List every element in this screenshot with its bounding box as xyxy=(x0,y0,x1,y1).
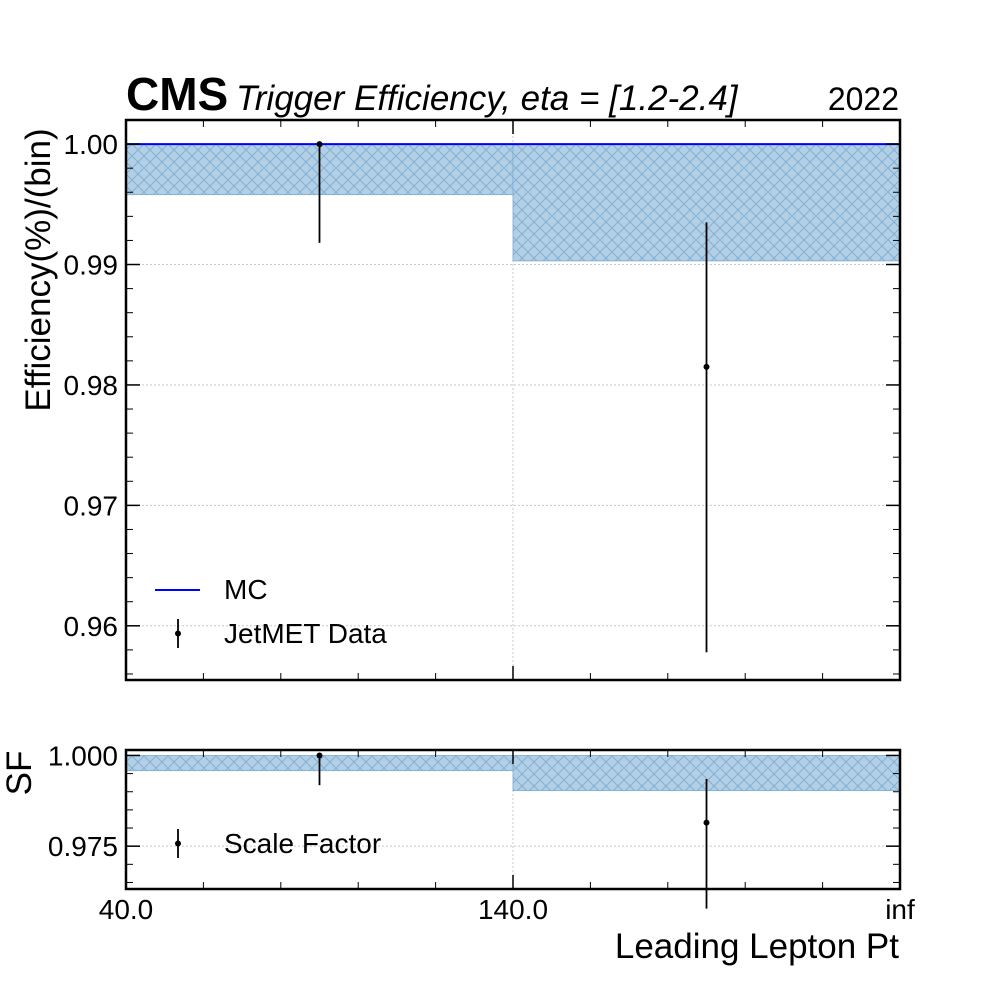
data-point xyxy=(703,363,710,370)
chart-title: Trigger Efficiency, eta = [1.2-2.4] xyxy=(236,79,739,118)
mc-uncertainty-band xyxy=(126,143,900,262)
main-y-tick-label: 0.99 xyxy=(64,250,119,281)
ratio-legend: Scale Factor xyxy=(175,828,381,859)
data-points xyxy=(316,141,710,653)
legend-data-label: JetMET Data xyxy=(224,618,387,649)
main-y-tick-label: 0.97 xyxy=(64,490,119,521)
x-tick-labels: 40.0 140.0 inf xyxy=(99,894,915,925)
legend-data-swatch-marker xyxy=(175,630,181,637)
x-tick-label: 40.0 xyxy=(99,894,154,925)
ratio-y-tick-label: 0.975 xyxy=(48,831,118,862)
main-y-tick-label: 0.98 xyxy=(64,370,119,401)
sf-points xyxy=(316,752,710,909)
main-y-axis-label: Efficiency(%)/(bin) xyxy=(19,128,58,411)
main-legend: MC JetMET Data xyxy=(155,574,387,649)
main-plot-frame xyxy=(124,118,902,682)
year-label: 2022 xyxy=(828,81,899,117)
sf-point xyxy=(316,752,323,759)
data-point xyxy=(316,141,323,148)
main-y-tick-label: 1.00 xyxy=(64,129,119,160)
main-y-tick-label: 0.96 xyxy=(64,611,119,642)
x-tick-label: 140.0 xyxy=(478,894,548,925)
x-axis-label: Leading Lepton Pt xyxy=(615,927,899,966)
ratio-plot-frame xyxy=(124,748,902,891)
legend-sf-label: Scale Factor xyxy=(224,828,381,859)
main-ticks: 1.00 0.99 0.98 0.97 0.96 xyxy=(64,120,901,680)
ratio-y-axis-label: SF xyxy=(0,751,39,796)
legend-mc-label: MC xyxy=(224,574,268,605)
ratio-y-tick-label: 1.000 xyxy=(48,740,118,771)
x-tick-label: inf xyxy=(885,894,915,925)
cms-label: CMS xyxy=(126,68,228,120)
legend-sf-swatch-marker xyxy=(175,840,181,847)
sf-point xyxy=(703,819,710,826)
